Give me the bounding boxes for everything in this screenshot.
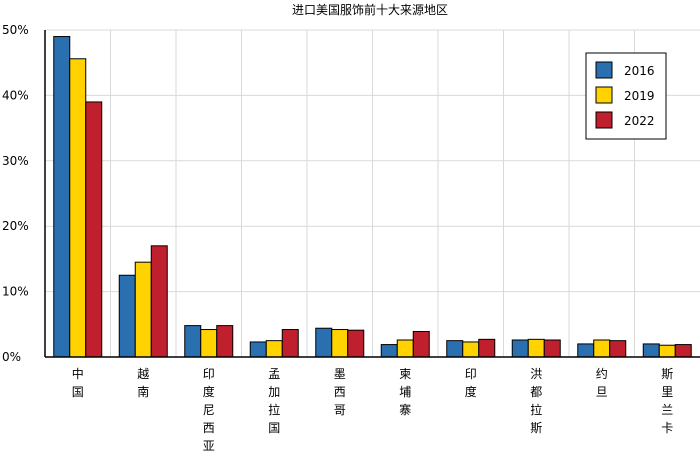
bar-2016 xyxy=(315,327,333,358)
bar-2022 xyxy=(674,344,692,358)
bar-2016 xyxy=(249,341,267,358)
y-tick-label: 0% xyxy=(2,350,21,364)
bar-2022 xyxy=(216,325,234,358)
bar-2022 xyxy=(609,340,627,358)
bar-2019 xyxy=(593,339,611,358)
bar-2019 xyxy=(69,58,87,358)
y-tick-label: 40% xyxy=(2,88,29,102)
bar-2016 xyxy=(53,36,71,358)
x-tick-label: 墨西哥 xyxy=(334,367,346,417)
bar-2016 xyxy=(446,340,464,358)
legend-label: 2016 xyxy=(624,64,655,78)
x-tick-label: 洪都拉斯 xyxy=(530,367,542,435)
y-tick-label: 50% xyxy=(2,23,29,37)
bar-2022 xyxy=(543,339,561,358)
bar-2019 xyxy=(265,340,283,358)
legend-label: 2022 xyxy=(624,114,655,128)
bars xyxy=(53,36,692,358)
x-tick-label: 印度 xyxy=(465,367,477,399)
bar-2016 xyxy=(118,274,136,358)
bar-2019 xyxy=(331,329,349,358)
y-tick-label: 30% xyxy=(2,154,29,168)
legend-swatch-2019 xyxy=(595,86,613,104)
bar-2016 xyxy=(642,343,660,358)
bar-2019 xyxy=(134,261,152,358)
bar-2022 xyxy=(85,101,103,358)
bar-2016 xyxy=(380,344,398,358)
bar-2022 xyxy=(150,245,168,358)
legend-swatch-2022 xyxy=(595,111,613,129)
axes: 0% 10% 20% 30% 40% 50% 中国 越南 印度尼西亚 孟加拉国 墨西哥 柬埔寨 印度 洪都… xyxy=(2,23,700,453)
bar-2016 xyxy=(577,343,595,358)
legend: 2016 2019 2022 xyxy=(585,52,667,140)
x-tick-label: 孟加拉国 xyxy=(268,367,280,435)
bar-2019 xyxy=(396,339,414,358)
bar-2022 xyxy=(478,338,496,358)
y-tick-label: 20% xyxy=(2,219,29,233)
x-tick-label: 约旦 xyxy=(596,366,608,399)
bar-2022 xyxy=(281,329,299,358)
legend-label: 2019 xyxy=(624,89,655,103)
bar-2019 xyxy=(200,329,218,358)
bar-2022 xyxy=(347,329,365,358)
bar-2022 xyxy=(412,330,430,358)
x-tick-label: 中国 xyxy=(72,366,84,399)
x-tick-label: 印度尼西亚 xyxy=(203,367,215,453)
bar-2019 xyxy=(462,341,480,358)
y-tick-label: 10% xyxy=(2,285,29,299)
grid-lines xyxy=(45,29,700,358)
x-tick-label: 斯里兰卡 xyxy=(661,367,673,435)
bar-2016 xyxy=(184,325,202,358)
bar-2016 xyxy=(511,339,529,358)
chart-title: 进口美国服饰前十大来源地区 xyxy=(292,2,448,17)
x-tick-label: 越南 xyxy=(137,367,149,399)
bar-2019 xyxy=(658,344,676,358)
x-tick-label: 柬埔寨 xyxy=(399,367,411,417)
legend-swatch-2016 xyxy=(595,61,613,79)
bar-2019 xyxy=(527,338,545,358)
